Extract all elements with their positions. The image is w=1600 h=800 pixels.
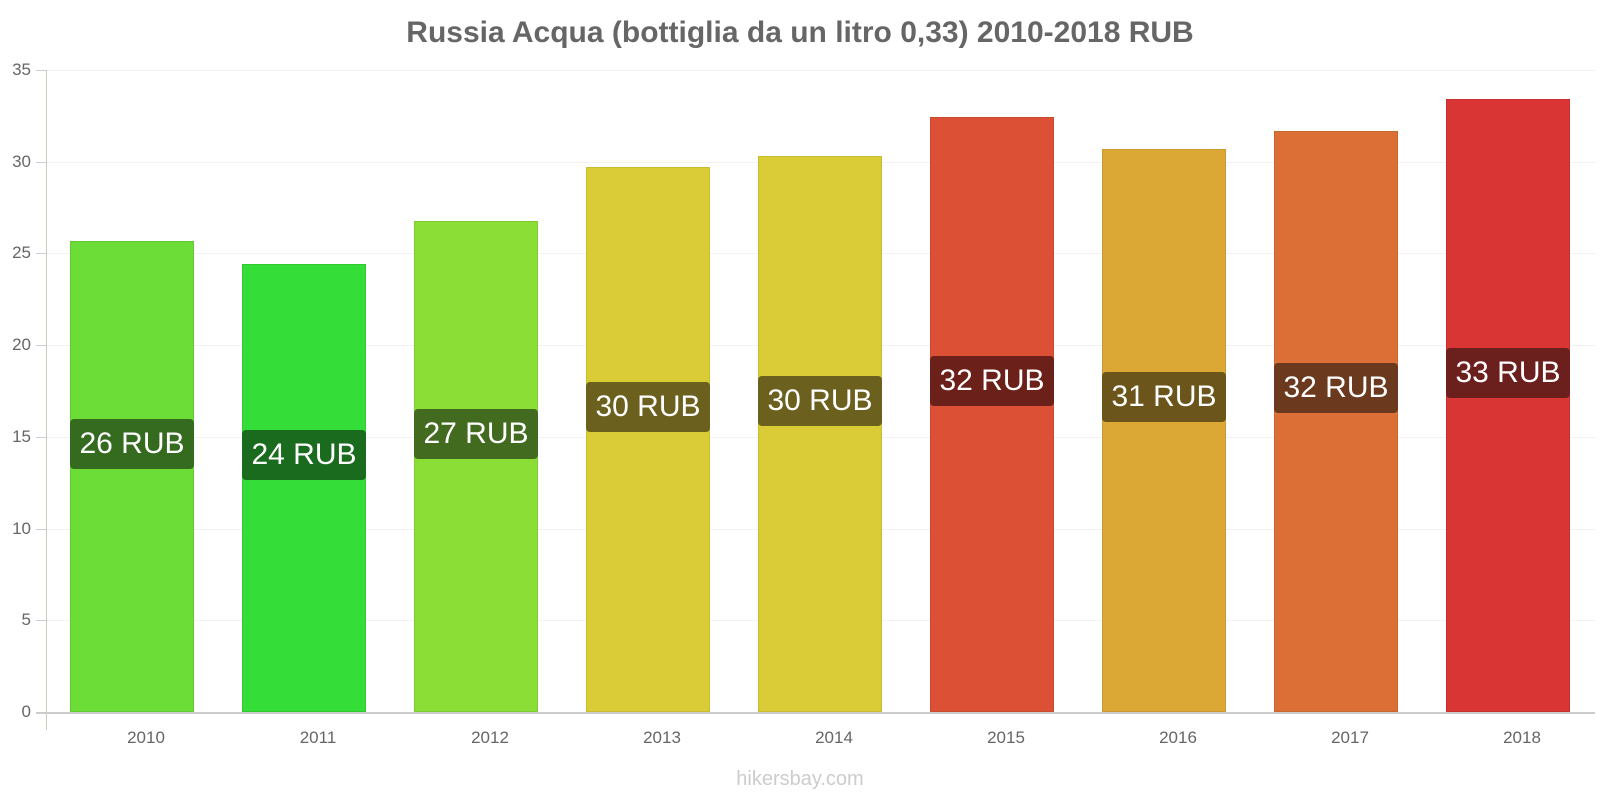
y-tick-mark	[36, 437, 47, 438]
y-tick-label: 25	[12, 243, 31, 262]
y-tick-mark	[36, 253, 47, 254]
y-tick-mark	[36, 712, 47, 713]
x-tick-label: 2012	[471, 728, 509, 747]
y-tick-label: 10	[12, 519, 31, 538]
data-label-2017: 32 RUB	[1274, 363, 1398, 414]
x-tick-label: 2017	[1331, 728, 1369, 747]
data-label-2016: 31 RUB	[1102, 372, 1226, 423]
x-tick-label: 2015	[987, 728, 1025, 747]
data-label-2018: 33 RUB	[1446, 347, 1570, 398]
data-label-2015: 32 RUB	[930, 356, 1054, 407]
x-axis-line	[36, 712, 1595, 714]
bar-2013[interactable]	[586, 167, 710, 712]
y-tick-label: 30	[12, 152, 31, 171]
x-tick-label: 2013	[643, 728, 681, 747]
bar-2015[interactable]	[930, 116, 1054, 712]
y-axis-line	[46, 70, 47, 730]
data-label-2010: 26 RUB	[70, 418, 194, 469]
y-tick-mark	[36, 345, 47, 346]
y-tick-label: 15	[12, 427, 31, 446]
bar-2012[interactable]	[414, 221, 538, 712]
x-tick-label: 2010	[127, 728, 165, 747]
bar-2011[interactable]	[242, 264, 366, 712]
y-tick-mark	[36, 162, 47, 163]
x-tick-label: 2016	[1159, 728, 1197, 747]
gridline	[47, 70, 1595, 71]
data-label-2013: 30 RUB	[586, 381, 710, 432]
y-tick-mark	[36, 620, 47, 621]
x-tick-label: 2011	[299, 728, 337, 747]
y-tick-mark	[36, 529, 47, 530]
y-tick-label: 20	[12, 335, 31, 354]
x-tick-label: 2014	[815, 728, 853, 747]
data-label-2011: 24 RUB	[242, 430, 366, 481]
data-label-2014: 30 RUB	[758, 376, 882, 427]
bar-2018[interactable]	[1446, 99, 1570, 712]
bar-2010[interactable]	[70, 241, 194, 712]
x-tick-label: 2018	[1503, 728, 1541, 747]
bar-2016[interactable]	[1102, 148, 1226, 712]
y-tick-label: 5	[21, 610, 31, 629]
bar-2014[interactable]	[758, 156, 882, 712]
watermark: hikersbay.com	[736, 768, 864, 790]
data-label-2012: 27 RUB	[414, 408, 538, 459]
y-tick-mark	[36, 70, 47, 71]
y-tick-label: 35	[12, 60, 31, 79]
chart-title: Russia Acqua (bottiglia da un litro 0,33…	[406, 16, 1194, 49]
y-tick-label: 0	[21, 702, 31, 721]
bar-2017[interactable]	[1274, 130, 1398, 712]
